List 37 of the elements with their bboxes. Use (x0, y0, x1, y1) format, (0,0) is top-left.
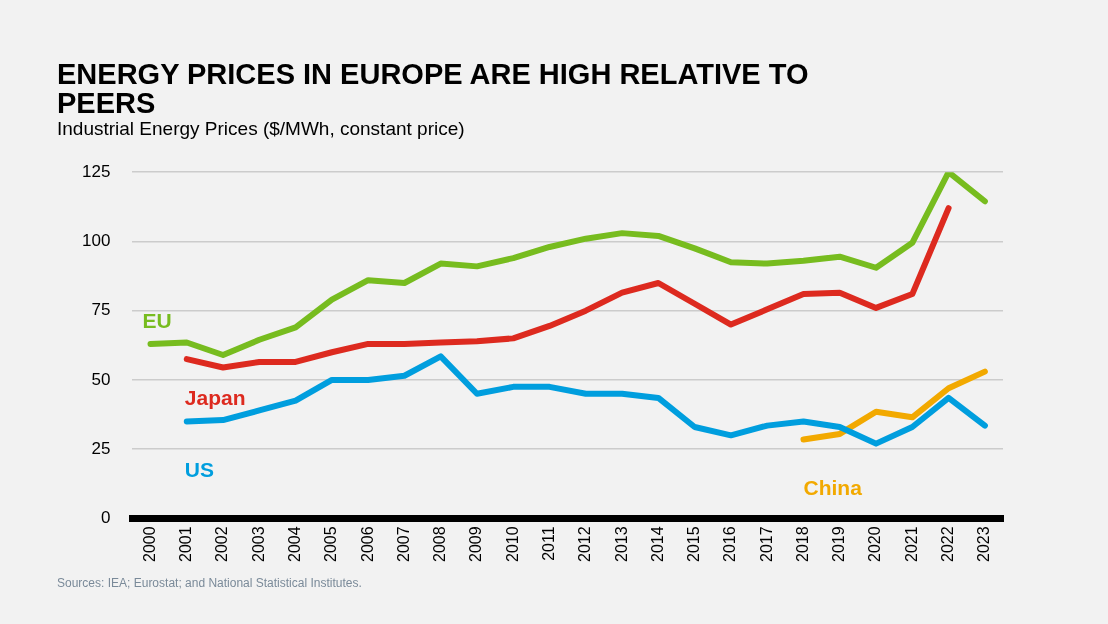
x-tick-label: 2009 (467, 526, 485, 562)
x-tick-label: 2017 (757, 526, 775, 562)
x-tick-label: 2016 (721, 526, 739, 562)
series-label: Japan (184, 385, 246, 409)
x-tick-label: 2005 (322, 526, 340, 562)
chart-title: ENERGY PRICES IN EUROPE ARE HIGH RELATIVE TO PEERS (57, 58, 810, 119)
x-tick-label: 2021 (902, 526, 920, 562)
x-tick-label: 2007 (394, 526, 412, 562)
chart-subtitle: Industrial Energy Prices ($/MWh, constant price) (57, 118, 465, 140)
y-tick-label: 25 (91, 438, 111, 458)
y-tick-label: 50 (91, 369, 111, 389)
x-tick-label: 2023 (975, 526, 993, 562)
source-note: Sources: IEA; Eurostat; and National Statistical Institutes. (57, 576, 362, 590)
x-tick-label: 2004 (286, 526, 304, 562)
x-tick-label: 2012 (576, 526, 594, 562)
x-tick-label: 2015 (685, 526, 703, 562)
x-tick-label: 2022 (938, 526, 956, 562)
x-tick-label: 2020 (866, 526, 884, 562)
x-tick-label: 2010 (503, 526, 521, 562)
x-tick-label: 2006 (358, 526, 376, 562)
y-tick-label: 0 (100, 508, 111, 528)
x-tick-label: 2002 (213, 526, 231, 562)
x-tick-label: 2000 (140, 526, 158, 562)
x-tick-label: 2018 (793, 526, 811, 562)
y-tick-label: 100 (81, 231, 111, 251)
x-tick-label: 2019 (830, 526, 848, 562)
x-tick-label: 2003 (249, 526, 267, 562)
y-tick-label: 125 (81, 161, 111, 181)
y-tick-label: 75 (91, 300, 111, 320)
series-label: US (184, 458, 214, 482)
x-tick-label: 2014 (648, 526, 666, 562)
series-label: EU (142, 308, 172, 332)
series-label: China (803, 476, 863, 500)
x-tick-label: 2008 (431, 526, 449, 562)
x-tick-label: 2001 (177, 526, 195, 562)
x-tick-label: 2011 (539, 526, 557, 561)
x-tick-label: 2013 (612, 526, 630, 562)
